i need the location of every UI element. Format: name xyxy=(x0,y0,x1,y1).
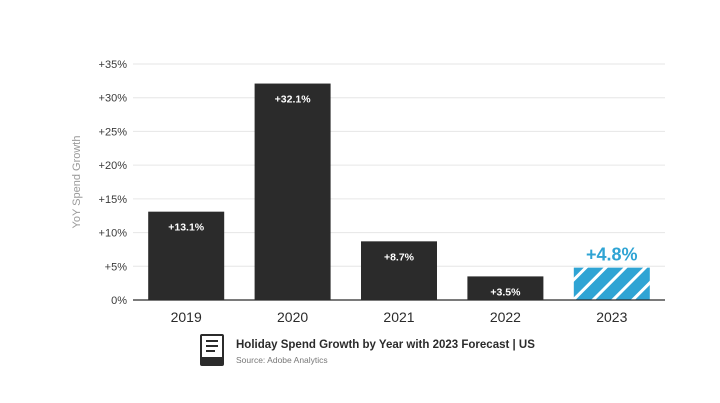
data-label: +8.7% xyxy=(384,251,415,263)
bar xyxy=(148,211,225,300)
y-tick-label: +35% xyxy=(99,59,128,71)
document-icon xyxy=(200,334,224,366)
y-tick-label: 0% xyxy=(111,295,127,307)
y-tick-label: +15% xyxy=(99,194,128,206)
data-label: +32.1% xyxy=(275,94,312,106)
data-label: +3.5% xyxy=(490,286,521,298)
bars xyxy=(148,83,650,300)
bar xyxy=(361,241,437,300)
y-axis-ticks: 0% +5% +10% +15% +20% +25% +30% +35% xyxy=(99,59,128,307)
data-labels: +13.1% +32.1% +8.7% +3.5% +4.8% xyxy=(168,94,637,299)
bar-forecast xyxy=(573,267,650,300)
x-axis-ticks: 2019 2020 2021 2022 2023 xyxy=(171,309,628,325)
x-tick-label: 2020 xyxy=(277,309,308,325)
chart-title: Holiday Spend Growth by Year with 2023 F… xyxy=(236,339,535,351)
y-tick-label: +25% xyxy=(99,126,128,138)
y-tick-label: +30% xyxy=(99,93,128,105)
x-tick-label: 2022 xyxy=(490,309,521,325)
chart-source: Source: Adobe Analytics xyxy=(236,355,328,365)
y-tick-label: +5% xyxy=(105,261,128,273)
y-tick-label: +10% xyxy=(99,228,128,240)
x-tick-label: 2019 xyxy=(171,309,202,325)
bar xyxy=(467,276,544,300)
y-axis-title: YoY Spend Growth xyxy=(71,136,83,229)
data-label: +13.1% xyxy=(168,222,205,234)
chart-footer: Holiday Spend Growth by Year with 2023 F… xyxy=(200,334,620,374)
x-tick-label: 2023 xyxy=(596,309,627,325)
data-label: +4.8% xyxy=(586,245,638,265)
x-tick-label: 2021 xyxy=(383,309,414,325)
y-tick-label: +20% xyxy=(99,160,128,172)
bar xyxy=(254,83,331,300)
